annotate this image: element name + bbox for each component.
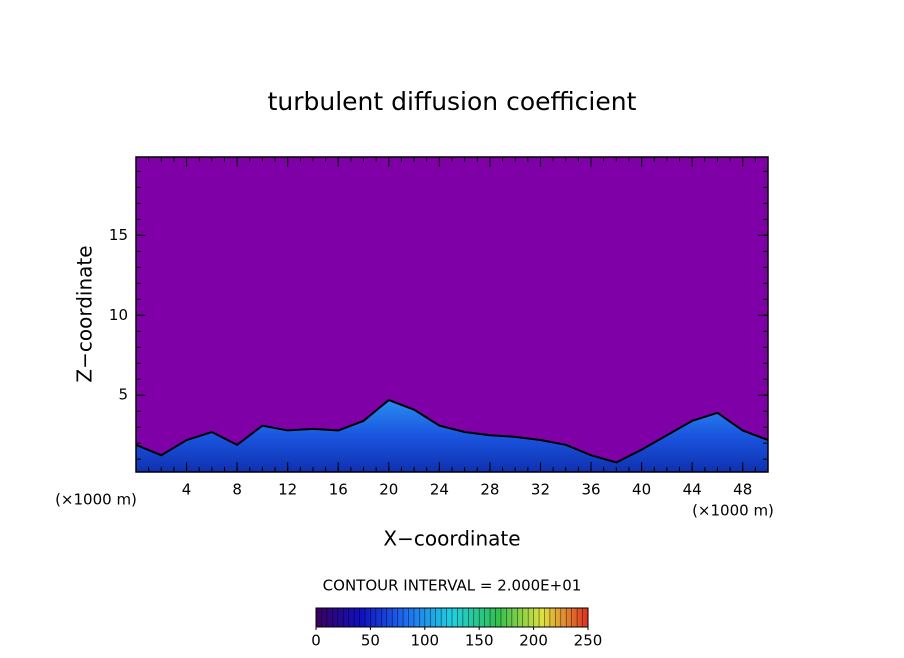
y-tick-label: 10 (109, 306, 128, 324)
y-tick-label: 15 (109, 226, 128, 244)
x-tick-label: 28 (480, 481, 499, 499)
x-unit-label: (×1000 m) (692, 502, 774, 520)
colorbar-tick-label: 200 (519, 632, 548, 650)
colorbar-title: CONTOUR INTERVAL = 2.000E+01 (323, 577, 582, 595)
x-tick-label: 32 (531, 481, 550, 499)
x-tick-label: 8 (232, 481, 242, 499)
colorbar-tick-label: 150 (465, 632, 494, 650)
colorbar-tick-label: 250 (574, 632, 603, 650)
plot-background (136, 157, 768, 472)
x-tick-label: 36 (581, 481, 600, 499)
colorbar-tick-label: 100 (410, 632, 439, 650)
x-tick-label: 16 (329, 481, 348, 499)
x-tick-label: 40 (632, 481, 651, 499)
x-tick-label: 44 (683, 481, 702, 499)
x-tick-label: 24 (430, 481, 449, 499)
y-axis-label: Z−coordinate (73, 245, 97, 382)
chart-title: turbulent diffusion coefficient (268, 87, 637, 116)
x-tick-label: 48 (733, 481, 752, 499)
layer-top (135, 398, 769, 464)
x-tick-label: 12 (278, 481, 297, 499)
colorbar-tick-label: 0 (311, 632, 321, 650)
x-tick-label: 4 (182, 481, 192, 499)
colorbar-tick-label: 50 (361, 632, 380, 650)
turbulent-layer (136, 400, 768, 472)
y-tick-label: 5 (118, 386, 128, 404)
x-axis-label: X−coordinate (383, 527, 520, 551)
y-unit-label: (×1000 m) (55, 491, 137, 509)
x-tick-label: 20 (379, 481, 398, 499)
